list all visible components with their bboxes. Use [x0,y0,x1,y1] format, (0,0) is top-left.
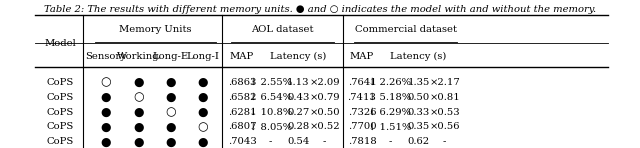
Text: ●: ● [166,120,176,133]
Text: ×0.50: ×0.50 [309,108,340,116]
Text: .7641: .7641 [348,78,376,87]
Text: -: - [323,137,326,146]
Text: 0.50: 0.50 [407,93,429,102]
Text: MAP: MAP [230,52,254,61]
Text: -: - [388,137,392,146]
Text: CoPS: CoPS [47,93,74,102]
Text: Long-I: Long-I [186,52,220,61]
Text: ●: ● [198,76,208,89]
Text: CoPS: CoPS [47,78,74,87]
Text: ↓ 6.54%: ↓ 6.54% [249,93,292,102]
Text: ×0.53: ×0.53 [429,108,460,116]
Text: Latency (s): Latency (s) [390,52,447,61]
Text: CoPS: CoPS [47,137,74,146]
Text: ↓ 6.29%: ↓ 6.29% [369,108,412,116]
Text: CoPS: CoPS [47,108,74,116]
Text: ↓ 5.18%: ↓ 5.18% [368,93,412,102]
Text: -: - [443,137,446,146]
Text: ●: ● [133,106,143,119]
Text: ○: ○ [198,120,208,133]
Text: ×0.79: ×0.79 [309,93,340,102]
Text: Long-E: Long-E [153,52,189,61]
Text: Model: Model [44,39,76,48]
Text: 0.28: 0.28 [287,123,310,131]
Text: 0.33: 0.33 [407,108,429,116]
Text: ●: ● [100,120,111,133]
Text: ×0.52: ×0.52 [309,123,340,131]
Text: Sensory: Sensory [85,52,126,61]
Text: 0.43: 0.43 [287,93,310,102]
Text: CoPS: CoPS [47,123,74,131]
Text: MAP: MAP [350,52,374,61]
Text: ●: ● [166,91,176,104]
Text: .7700: .7700 [348,123,376,131]
Text: 0.27: 0.27 [287,108,310,116]
Text: .6807: .6807 [228,123,256,131]
Text: .6863: .6863 [228,78,256,87]
Text: ●: ● [133,135,143,148]
Text: ↓ 1.51%: ↓ 1.51% [368,123,412,131]
Text: .7326: .7326 [348,108,376,116]
Text: ●: ● [198,91,208,104]
Text: 0.54: 0.54 [287,137,310,146]
Text: ○: ○ [166,106,176,119]
Text: ●: ● [100,135,111,148]
Text: Latency (s): Latency (s) [270,52,326,61]
Text: ×2.09: ×2.09 [309,78,340,87]
Text: 0.62: 0.62 [408,137,429,146]
Text: .7413: .7413 [348,93,376,102]
Text: AOL dataset: AOL dataset [252,25,314,34]
Text: ○: ○ [100,76,111,89]
Text: ×0.81: ×0.81 [429,93,460,102]
Text: ↓ 10.8%: ↓ 10.8% [249,108,292,116]
Text: Commercial dataset: Commercial dataset [355,25,456,34]
Text: .6281: .6281 [228,108,256,116]
Text: Working: Working [117,52,159,61]
Text: Memory Units: Memory Units [119,25,192,34]
Text: ●: ● [133,120,143,133]
Text: ×0.56: ×0.56 [429,123,460,131]
Text: ↓ 8.05%: ↓ 8.05% [249,123,292,131]
Text: ○: ○ [133,91,143,104]
Text: ●: ● [198,106,208,119]
Text: 1.35: 1.35 [407,78,429,87]
Text: ×2.17: ×2.17 [429,78,460,87]
Text: ●: ● [100,106,111,119]
Text: ●: ● [166,76,176,89]
Text: Table 2: The results with different memory units. ● and ○ indicates the model wi: Table 2: The results with different memo… [44,5,596,14]
Text: ↓ 2.26%: ↓ 2.26% [369,78,412,87]
Text: ●: ● [198,135,208,148]
Text: ●: ● [100,91,111,104]
Text: -: - [269,137,272,146]
Text: ●: ● [133,76,143,89]
Text: .7818: .7818 [348,137,376,146]
Text: .6582: .6582 [228,93,256,102]
Text: .7043: .7043 [228,137,257,146]
Text: ●: ● [166,135,176,148]
Text: ↓ 2.55%: ↓ 2.55% [249,78,292,87]
Text: 0.35: 0.35 [407,123,429,131]
Text: 1.13: 1.13 [287,78,310,87]
